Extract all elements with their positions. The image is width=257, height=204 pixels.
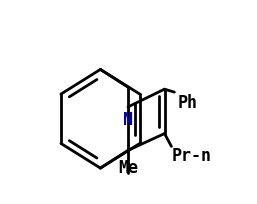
Text: N: N xyxy=(123,110,133,128)
Text: Me: Me xyxy=(118,158,138,176)
Text: Ph: Ph xyxy=(177,94,197,111)
Text: Pr-n: Pr-n xyxy=(171,147,212,165)
